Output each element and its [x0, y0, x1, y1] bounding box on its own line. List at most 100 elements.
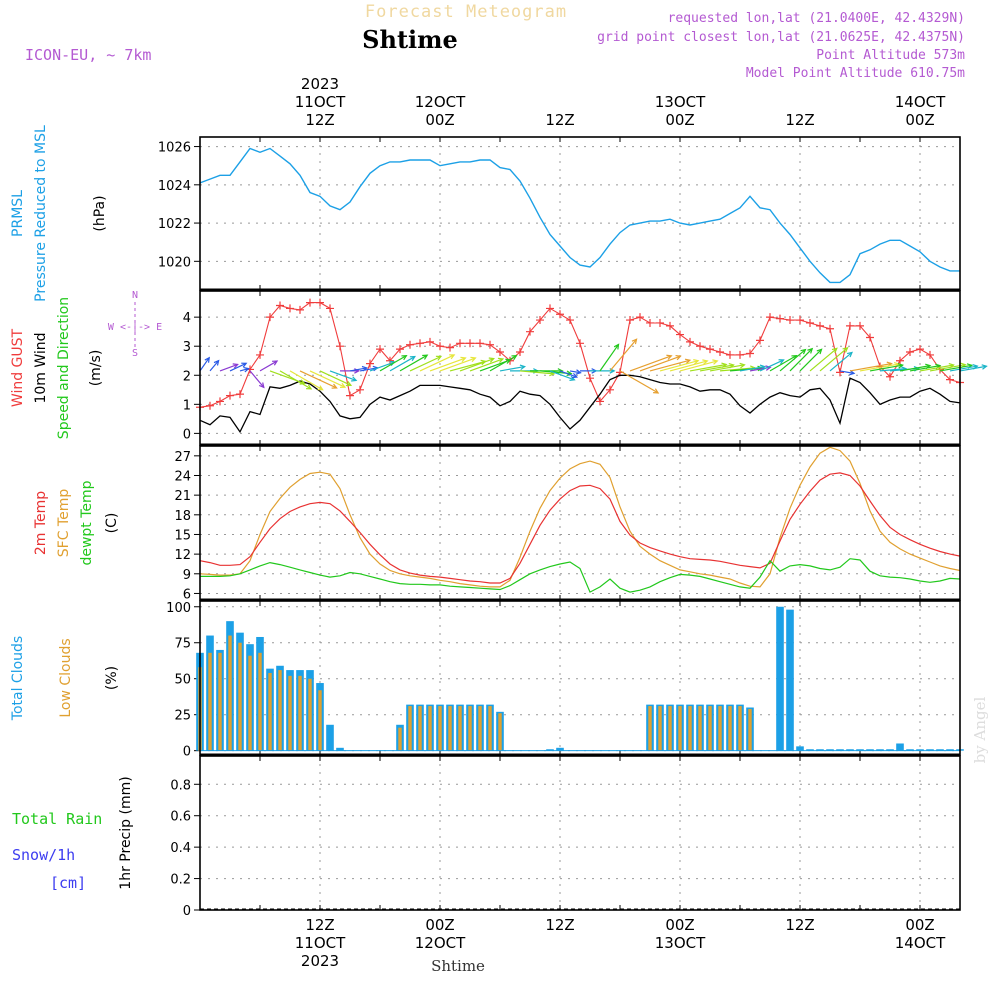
- low-cloud-bar: [468, 706, 472, 751]
- ytick-label: 0.6: [170, 810, 191, 825]
- wind-arrow-shaft: [229, 362, 247, 372]
- wind-arrow: [779, 348, 807, 372]
- wind-arrow-shaft: [399, 354, 428, 372]
- wind-arrow: [679, 359, 719, 372]
- ytick-label: 1022: [158, 217, 191, 232]
- wind-arrow-head: [981, 364, 988, 370]
- wind-arrow-head: [575, 369, 582, 375]
- wind-arrow-shaft: [699, 364, 734, 372]
- panel-pressure: 1020 1022 1024 1026 PRMSL Pressure Reduced to…: [10, 125, 961, 302]
- top-time-label: 14OCT: [895, 93, 946, 111]
- total-cloud-bar: [546, 749, 554, 751]
- wind-arrow-shaft: [619, 370, 659, 394]
- gust-marker: [396, 345, 404, 354]
- wind-arrow-shaft: [879, 368, 906, 372]
- wind-arrow-shaft: [559, 370, 578, 378]
- low-cloud-bar: [228, 635, 232, 751]
- wind-arrow-head: [519, 364, 527, 371]
- ytick-label: 2: [183, 369, 191, 384]
- wind-arrow-shaft: [659, 360, 699, 372]
- panel-precip: 0 0.2 0.4 0.6 0.8 1hr Precip (mm) Total Rain Sn…: [12, 755, 961, 919]
- gust-marker: [576, 339, 584, 348]
- wind-arrow-head: [702, 359, 709, 365]
- gust-marker: [836, 368, 844, 377]
- top-time-label: 00Z: [665, 111, 694, 129]
- wind-arrow-head: [306, 384, 313, 390]
- wind-arrow-head: [345, 381, 353, 387]
- gust-marker: [846, 321, 854, 330]
- wind-arrow-head: [317, 385, 324, 391]
- ytick-label: 75: [174, 637, 191, 652]
- low-cloud-bar: [308, 678, 312, 751]
- panel-frame: [199, 755, 961, 911]
- wind-arrow-shaft: [819, 347, 848, 372]
- wind-arrow-head: [831, 347, 838, 354]
- total-cloud-bar: [336, 747, 344, 751]
- top-time-label: 00Z: [905, 111, 934, 129]
- wind-arrow-head: [566, 370, 573, 377]
- wind-arrow-head: [258, 382, 265, 389]
- wind-arrow: [959, 364, 988, 372]
- low-cloud-bar: [728, 706, 732, 751]
- ytick-label: 12: [174, 548, 191, 563]
- total-cloud-bar: [856, 749, 864, 751]
- bottom-time-label: 12Z: [545, 916, 574, 934]
- wind-arrow-shaft: [839, 370, 855, 374]
- low-cloud-bar: [478, 706, 482, 751]
- wind-arrow-shaft: [379, 355, 407, 372]
- gust-marker: [276, 301, 284, 310]
- wind-arrow-shaft: [439, 357, 476, 372]
- wind-arrow: [499, 364, 527, 372]
- wind-arrow-shaft: [489, 355, 517, 372]
- wind-arrow-head: [299, 379, 306, 385]
- total-cloud-bar: [906, 749, 914, 751]
- compass-n: N: [132, 290, 138, 301]
- wind-arrow-shaft: [429, 357, 466, 372]
- ytick-label: 9: [183, 568, 191, 583]
- low-cloud-bar: [218, 652, 222, 751]
- pressure-line: [199, 147, 960, 284]
- wind-arrow-shaft: [359, 367, 378, 372]
- low-cloud-bar: [658, 706, 662, 751]
- wind-arrow-shaft: [549, 370, 575, 381]
- wind-arrow: [379, 354, 408, 372]
- wind-arrow-head: [693, 359, 700, 365]
- panel-frame: [199, 290, 961, 446]
- ytick-label: 15: [174, 528, 191, 543]
- top-time-label: 12OCT: [415, 93, 466, 111]
- wind-arrow: [279, 370, 313, 390]
- wind-arrow-shaft: [239, 368, 249, 372]
- low-cloud-bar: [458, 706, 462, 751]
- gust-marker: [746, 349, 754, 358]
- gust-marker: [666, 321, 674, 330]
- wind-arrow-head: [460, 356, 467, 363]
- wind-arrow: [789, 347, 814, 372]
- low-cloud-bar: [298, 675, 302, 751]
- total-cloud-bar: [556, 747, 564, 751]
- ytick-label: 50: [174, 673, 191, 688]
- compass-s: S: [132, 348, 138, 359]
- wind-arrow: [399, 354, 429, 372]
- grid-coords: grid point closest lon,lat (21.0625E, 42…: [597, 30, 965, 45]
- gust-marker: [306, 298, 314, 307]
- wind-arrow: [609, 338, 638, 372]
- bottom-time-label: 14OCT: [895, 934, 946, 952]
- wind-arrow-shaft: [689, 363, 727, 372]
- wind-arrow: [649, 358, 692, 372]
- gust-marker: [896, 356, 904, 365]
- wind-arrow-shaft: [779, 349, 806, 372]
- wind-arrow: [709, 362, 746, 372]
- total-cloud-bar: [846, 749, 854, 751]
- total-cloud-bar: [786, 609, 794, 751]
- wind-arrow-head: [739, 362, 746, 369]
- gust-marker: [296, 305, 304, 314]
- ytick-label: 1024: [158, 179, 191, 194]
- gust-marker: [736, 350, 744, 359]
- wind-arrow-head: [846, 351, 853, 358]
- total-cloud-bar: [866, 749, 874, 751]
- gust-marker: [706, 345, 714, 354]
- low-cloud-bar: [698, 706, 702, 751]
- gust-marker: [236, 390, 244, 399]
- total-cloud-bar: [796, 746, 804, 751]
- wind-arrow-shaft: [299, 370, 337, 389]
